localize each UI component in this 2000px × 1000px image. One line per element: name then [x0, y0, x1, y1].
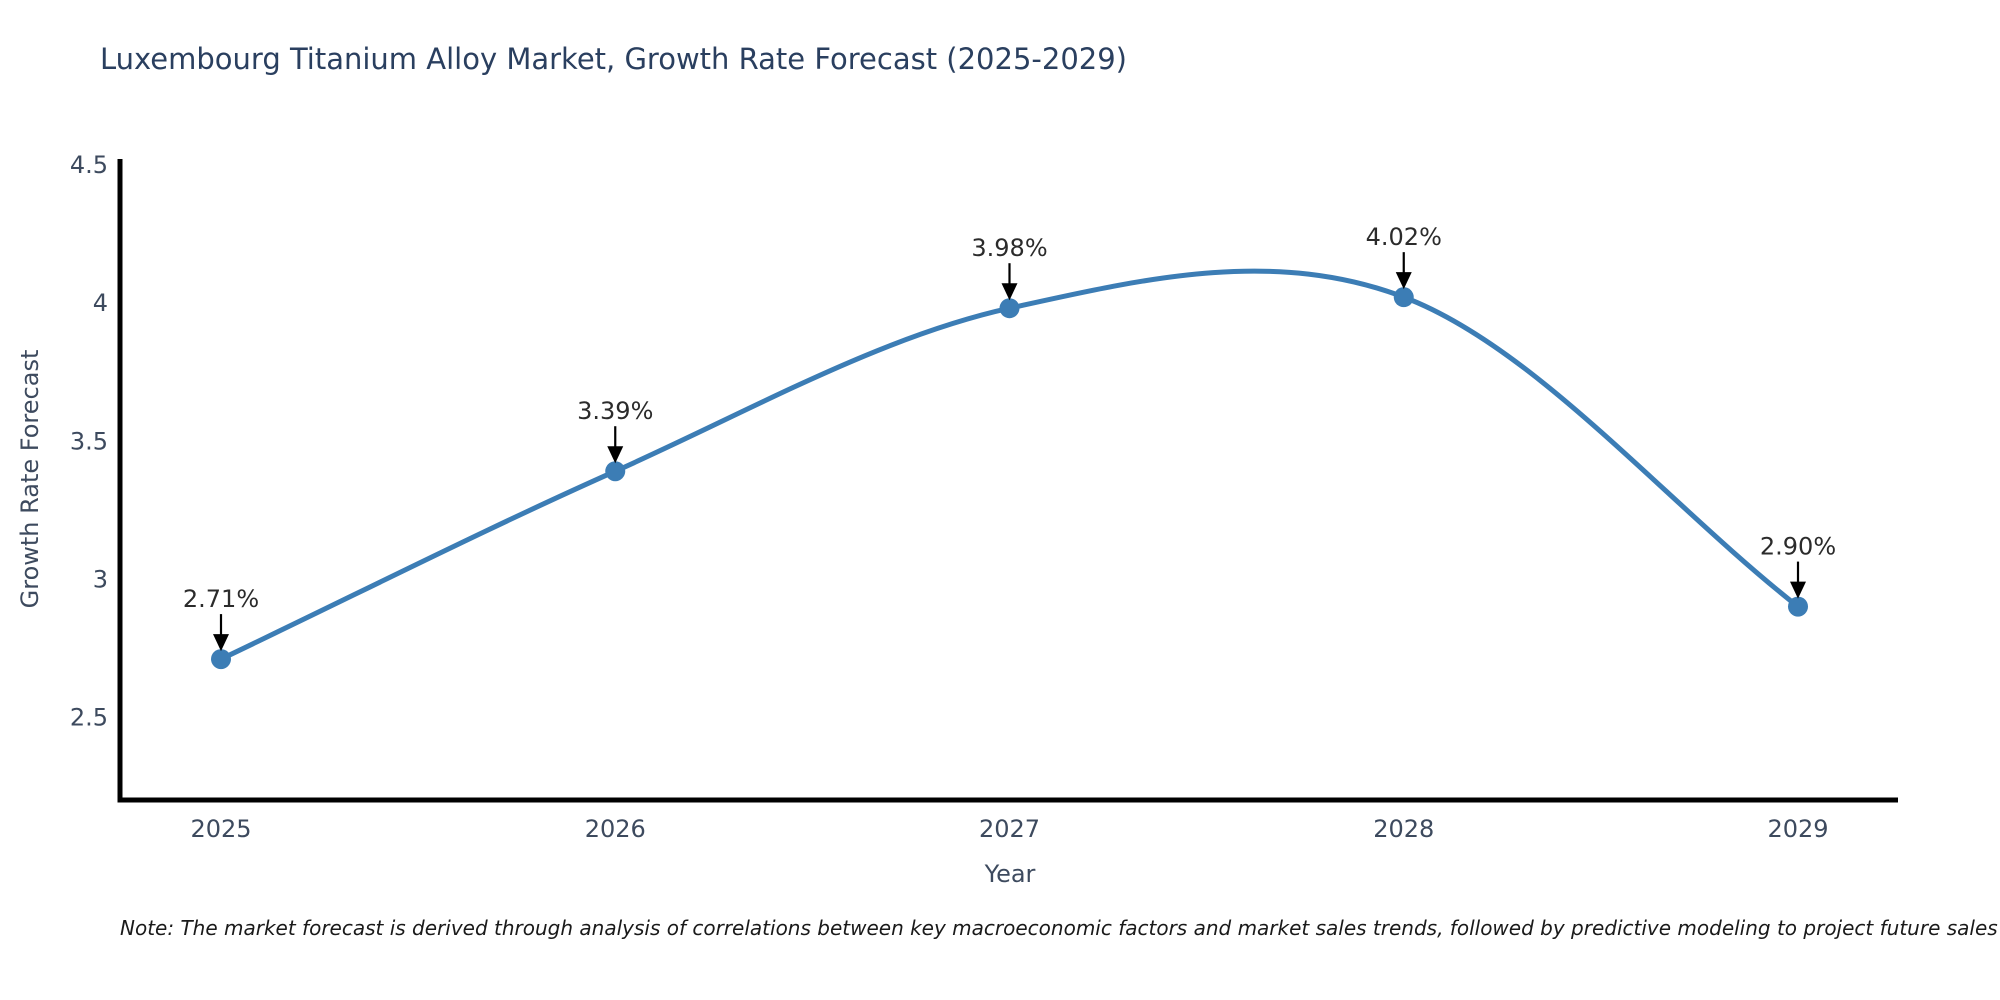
data-point-marker [1393, 287, 1414, 308]
annotation-arrowhead [213, 634, 229, 652]
y-tick-label: 4 [93, 289, 108, 317]
annotation-arrowhead [1395, 272, 1412, 290]
y-tick-label: 2.5 [70, 704, 108, 732]
data-point-label: 2.90% [1760, 533, 1836, 561]
data-point-marker [1788, 596, 1808, 617]
x-tick-label: 2028 [1373, 815, 1434, 843]
x-tick-label: 2029 [1767, 815, 1828, 843]
y-tick-label: 3.5 [70, 427, 108, 455]
x-tick-label: 2025 [190, 815, 251, 843]
footnote: Note: The market forecast is derived thr… [120, 916, 1998, 940]
data-point-label: 2.71% [183, 585, 259, 613]
data-point-marker [211, 649, 231, 670]
data-point-label: 3.39% [577, 397, 653, 425]
y-tick-label: 4.5 [70, 151, 108, 179]
growth-rate-line [218, 268, 1801, 662]
annotation-arrowhead [1790, 581, 1806, 599]
data-point-label: 3.98% [971, 234, 1047, 262]
annotation-arrowhead [1001, 283, 1018, 301]
x-axis-title: Year [984, 860, 1036, 888]
chart-title: Luxembourg Titanium Alloy Market, Growth… [100, 42, 1127, 76]
data-point-label: 4.02% [1366, 223, 1442, 251]
x-tick-label: 2027 [979, 815, 1040, 843]
annotation-arrowhead [607, 446, 624, 464]
data-point-marker [999, 298, 1020, 319]
y-tick-label: 3 [93, 565, 108, 593]
data-point-marker [605, 461, 626, 482]
x-tick-label: 2026 [585, 815, 646, 843]
